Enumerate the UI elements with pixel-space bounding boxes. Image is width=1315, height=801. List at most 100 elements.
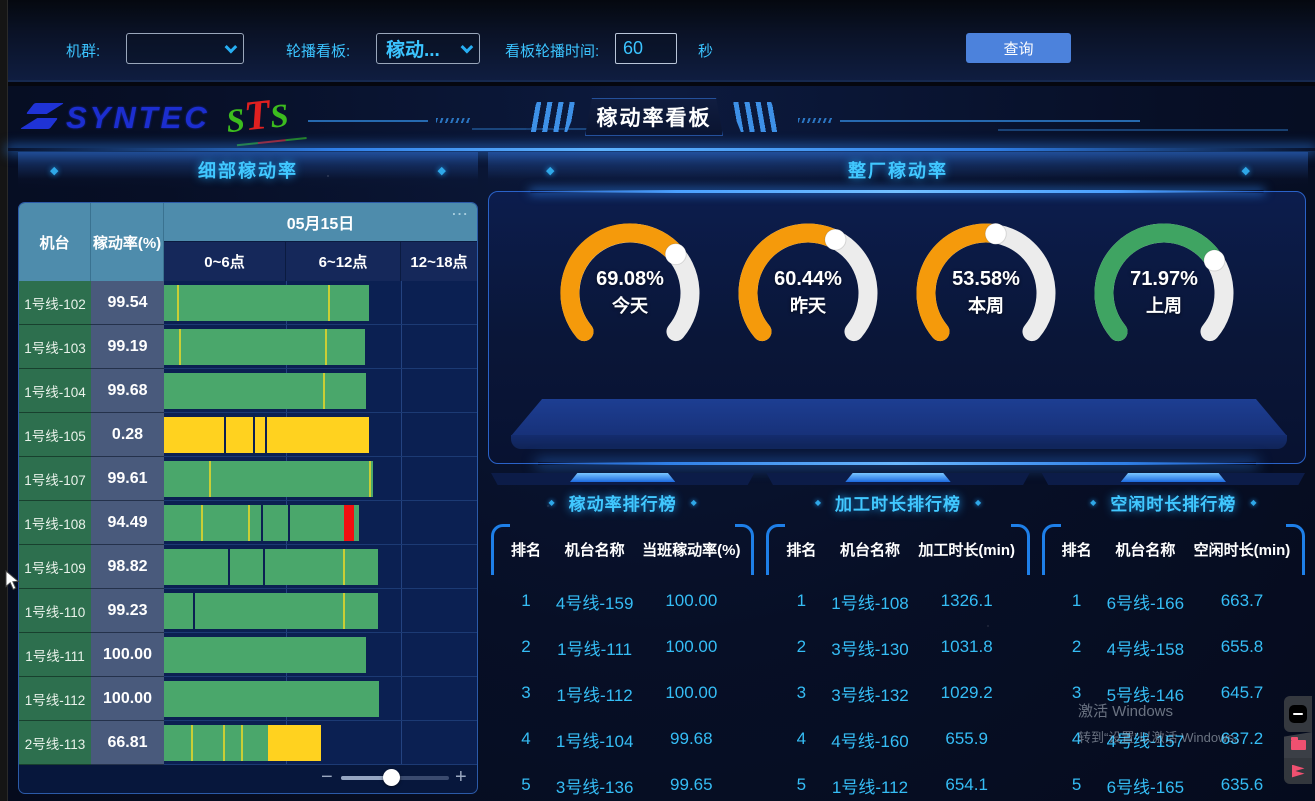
circuit-decor-left xyxy=(308,116,592,130)
table-row: 4 4号线-157 637.2 xyxy=(1041,716,1306,762)
panel-glow-line xyxy=(537,462,1257,465)
ranking-cell: 4 xyxy=(521,729,531,748)
grid-line xyxy=(401,677,402,720)
rate-value: 94.49 xyxy=(91,501,164,545)
detail-section-header: ◆ 细部稼动率 ◆ xyxy=(18,152,478,188)
ranking-cell: 3号线-132 xyxy=(831,685,909,705)
timeline-bar-chart xyxy=(164,457,477,501)
bar-segment xyxy=(164,549,378,585)
col-header-time-12-18: 12~18点 xyxy=(401,241,477,281)
bar-tick xyxy=(343,549,345,585)
ranking-cell: 654.1 xyxy=(945,775,988,794)
gauge-今天: 69.08% 今天 xyxy=(555,218,705,368)
bar-tick xyxy=(177,285,179,321)
ranking-cell: 4号线-157 xyxy=(1106,731,1185,751)
ranking-board: ◆ 空闲时长排行榜 ◆ 排名 机台名称 空闲时长(min) 1 6号线-166 663.7 2 4号… xyxy=(1039,473,1308,801)
ranking-cell: 5 xyxy=(521,775,531,794)
bar-segment xyxy=(164,637,366,673)
bar-tick xyxy=(191,725,193,761)
gauge-row: 69.08% 今天 60.44% 昨天 53.58% 本周 71.97% 上周 xyxy=(489,218,1305,368)
machine-name: 1号线-104 xyxy=(19,369,91,413)
table-row: 1号线-109 98.82 xyxy=(19,545,477,589)
table-row: 1号线-108 94.49 xyxy=(19,501,477,545)
rate-value: 99.23 xyxy=(91,589,164,633)
table-row: 5 1号线-112 654.1 xyxy=(765,762,1030,801)
slider-handle[interactable] xyxy=(383,769,400,786)
rate-value: 99.54 xyxy=(91,281,164,325)
header-glow-divider xyxy=(8,148,1315,151)
ranking-cell: 3 xyxy=(1071,683,1082,702)
ranking-col-header: 空闲时长(min) xyxy=(1193,541,1291,559)
gauge-昨天: 60.44% 昨天 xyxy=(733,218,883,368)
bar-separator xyxy=(193,593,195,629)
ranking-cell: 5 xyxy=(796,775,807,794)
bar-segment xyxy=(164,329,365,365)
grid-line xyxy=(401,633,402,676)
ranking-cell: 1326.1 xyxy=(940,591,993,610)
machine-name: 1号线-111 xyxy=(19,633,91,677)
machine-name: 1号线-112 xyxy=(19,677,91,721)
side-toolbar xyxy=(1284,696,1312,784)
hide-toolbar-button[interactable] xyxy=(1284,696,1312,732)
ranking-cell: 1 xyxy=(1071,591,1082,610)
table-row: 1号线-110 99.23 xyxy=(19,589,477,633)
ranking-cell: 3号线-130 xyxy=(831,639,909,659)
timeline-zoom-slider[interactable]: − + xyxy=(19,765,477,793)
timeline-bar-chart xyxy=(164,501,477,545)
diamond-icon: ◆ xyxy=(546,164,555,177)
ranking-cell: 2 xyxy=(521,637,531,656)
ranking-boards: ◆ 稼动率排行榜 ◆ 排名 机台名称 当班稼动率(%) 1 4号线-159 100.00 2 1号线… xyxy=(488,473,1308,801)
bar-tick xyxy=(248,505,250,541)
diamond-icon: ◆ xyxy=(548,498,555,507)
ranking-cell: 100.00 xyxy=(665,591,718,610)
dashboard: SYNTEC STS 稼动率看板 xyxy=(8,86,1315,801)
factory-section-title: 整厂稼动率 xyxy=(848,161,948,181)
machine-group-select[interactable] xyxy=(126,33,244,64)
grid-line xyxy=(401,721,402,764)
ranking-cell: 4号线-159 xyxy=(555,593,634,613)
ranking-cell: 4 xyxy=(796,729,807,748)
machine-group-label: 机群: xyxy=(66,43,101,60)
zoom-in-icon[interactable]: + xyxy=(455,766,467,788)
carousel-board-label: 轮播看板: xyxy=(286,43,351,60)
carousel-time-label: 看板轮播时间: xyxy=(505,43,600,60)
ranking-cell: 1号线-112 xyxy=(831,777,909,797)
ranking-cell: 1 xyxy=(796,591,807,610)
bar-segment xyxy=(164,505,344,541)
ranking-cell: 6号线-166 xyxy=(1106,593,1185,613)
bar-segment xyxy=(164,681,379,717)
flag-button[interactable] xyxy=(1284,758,1312,784)
gauge-label: 60.44% 昨天 xyxy=(733,218,883,368)
table-row: 2 1号线-111 100.00 xyxy=(490,624,755,670)
zoom-out-icon[interactable]: − xyxy=(321,766,333,788)
carousel-board-value: 稼动... xyxy=(386,40,440,61)
detail-section-title: 细部稼动率 xyxy=(198,161,298,181)
table-row: 3 1号线-112 100.00 xyxy=(490,670,755,716)
table-row: 4 1号线-104 99.68 xyxy=(490,716,755,762)
bar-separator xyxy=(224,417,226,453)
bar-tick xyxy=(223,725,225,761)
col-header-time-0-6: 0~6点 xyxy=(164,241,286,281)
ranking-cell: 2 xyxy=(796,637,807,656)
folder-button[interactable] xyxy=(1284,732,1312,758)
timeline-bar-chart xyxy=(164,589,477,633)
table-row: 1 6号线-166 663.7 xyxy=(1041,578,1306,624)
rate-value: 99.61 xyxy=(91,457,164,501)
ranking-header-decor xyxy=(766,473,1030,485)
detail-table-body: 1号线-102 99.54 1号线-103 99.19 1号线-104 99.68 1号线-… xyxy=(19,281,477,765)
carousel-time-input[interactable]: 60 xyxy=(615,33,677,64)
ranking-cell: 663.7 xyxy=(1220,591,1264,610)
ranking-cell: 1号线-112 xyxy=(556,685,633,705)
bar-segment xyxy=(164,725,268,761)
grid-line xyxy=(401,457,402,500)
carousel-board-select[interactable]: 稼动... xyxy=(376,33,480,64)
rate-value: 98.82 xyxy=(91,545,164,589)
table-row: 3 3号线-132 1029.2 xyxy=(765,670,1030,716)
rate-value: 0.28 xyxy=(91,413,164,457)
ranking-title-row: ◆ 稼动率排行榜 ◆ xyxy=(488,490,757,515)
gauge-period: 昨天 xyxy=(790,296,826,316)
table-row: 3 5号线-146 645.7 xyxy=(1041,670,1306,716)
menu-dots-icon[interactable]: ... xyxy=(452,203,469,218)
query-button[interactable]: 查询 xyxy=(966,33,1071,63)
